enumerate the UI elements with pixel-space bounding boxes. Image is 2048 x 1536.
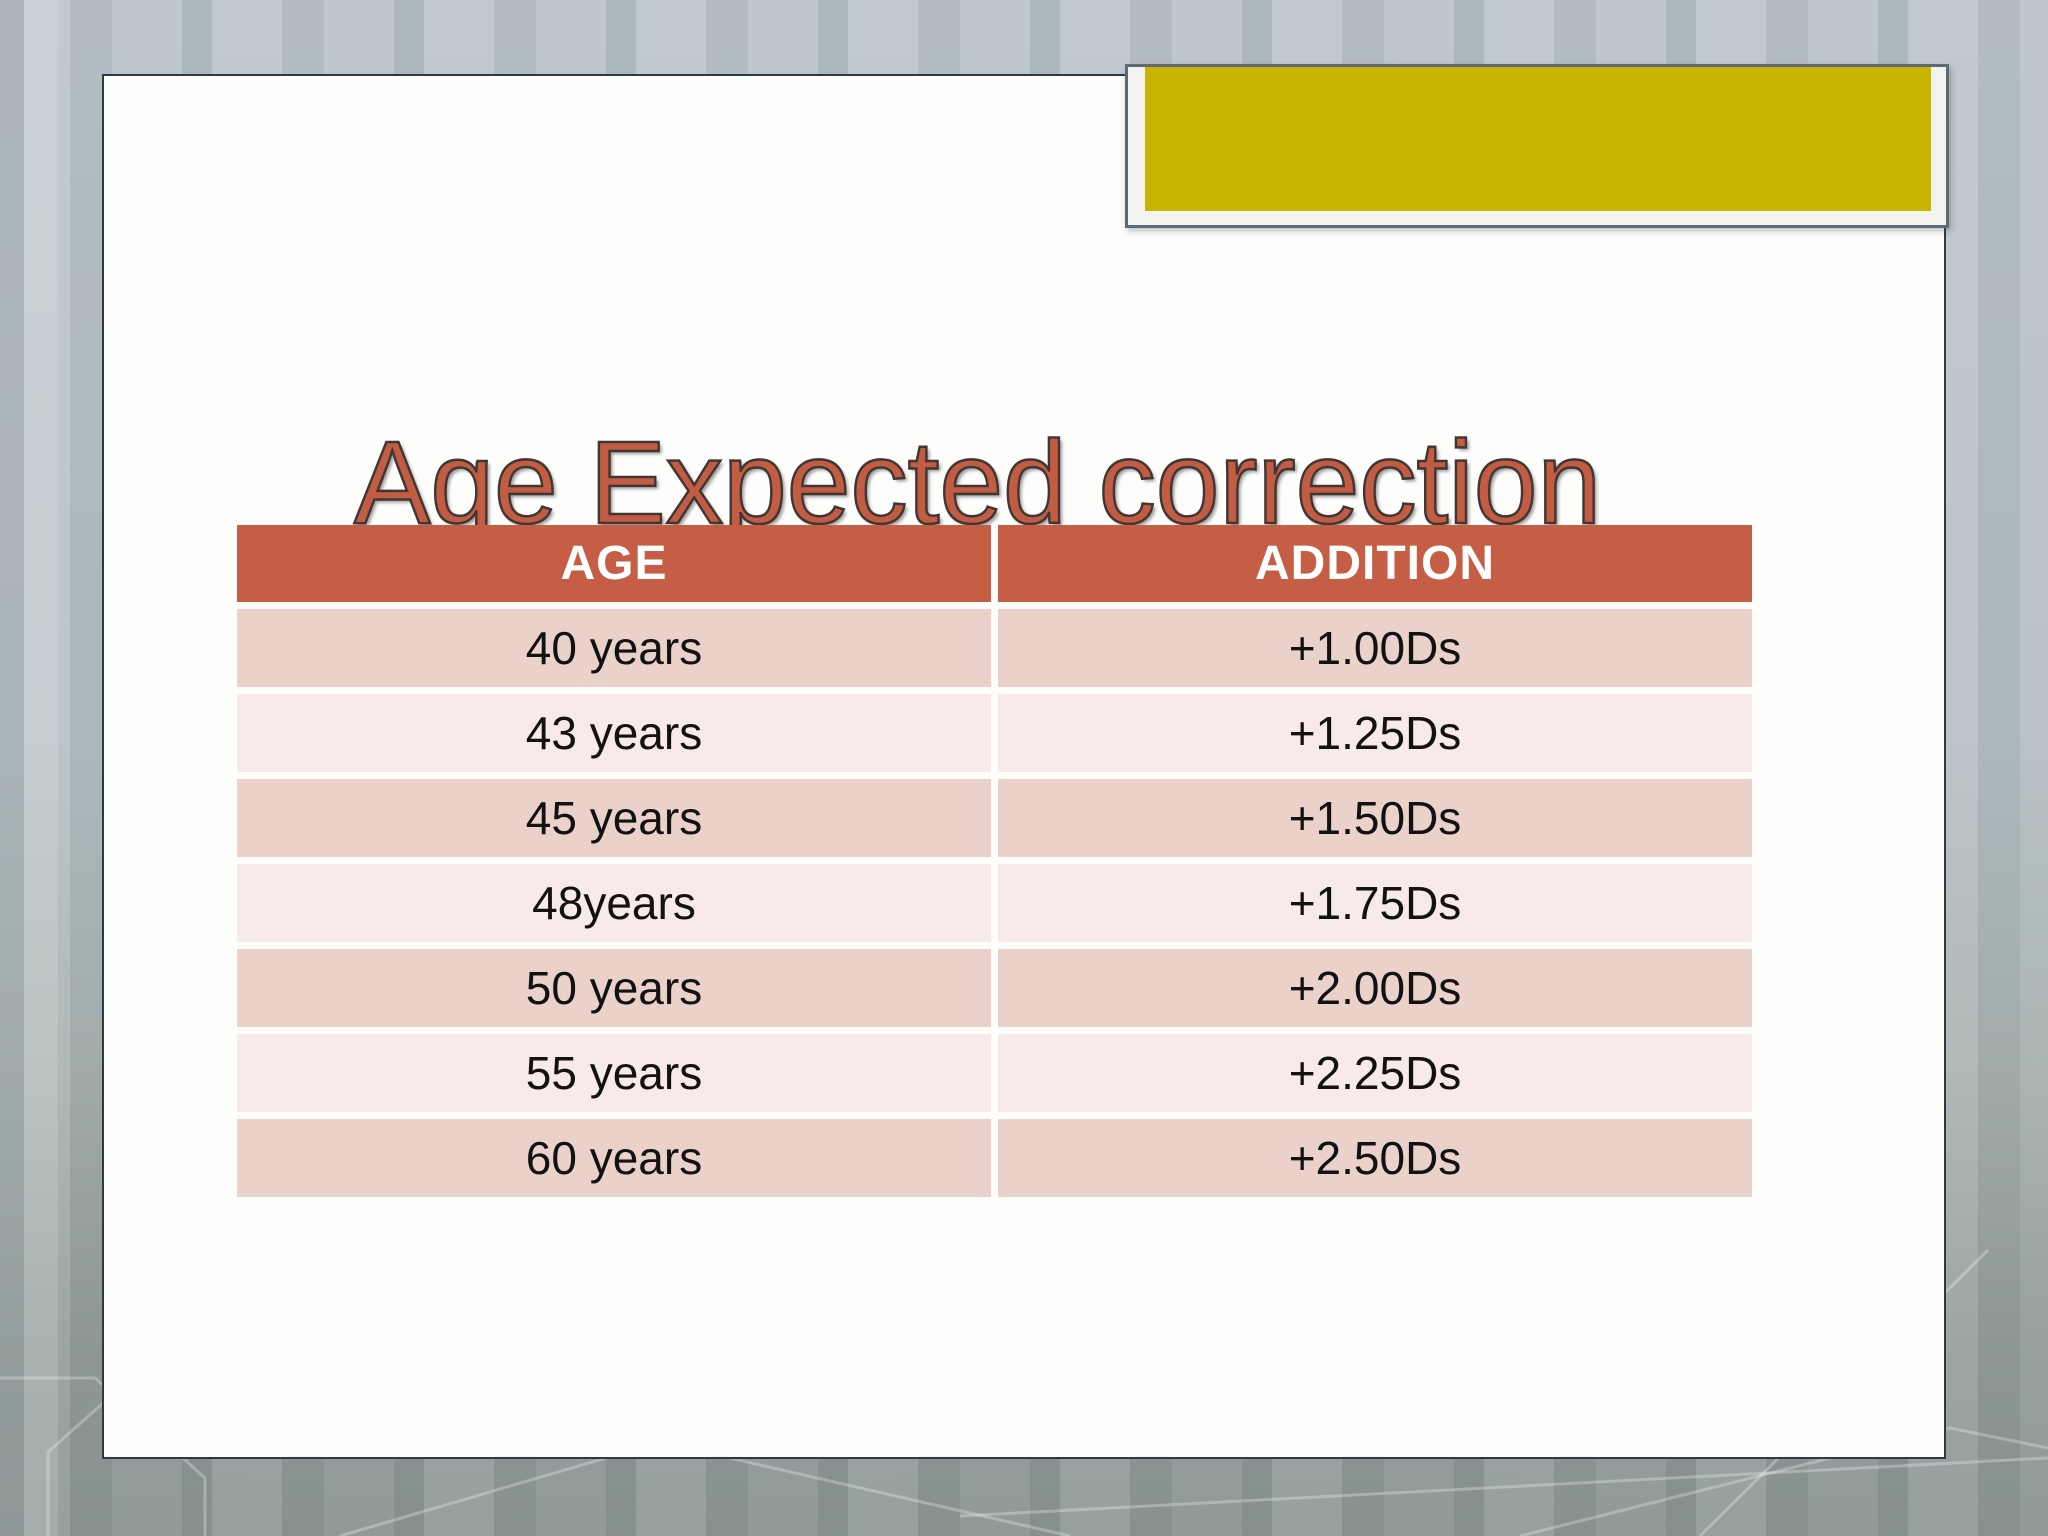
accent-bar bbox=[1145, 67, 1931, 211]
table-cell-addition: +1.50Ds bbox=[998, 779, 1752, 857]
table-cell-addition: +1.00Ds bbox=[998, 609, 1752, 687]
page-title: Age Expected correction bbox=[353, 417, 1602, 549]
table-cell-addition: +2.00Ds bbox=[998, 949, 1752, 1027]
age-correction-table: AGE ADDITION 40 years +1.00Ds 43 years +… bbox=[237, 525, 1752, 1197]
table-header-age: AGE bbox=[237, 525, 991, 602]
accent-frame bbox=[1125, 64, 1949, 228]
table-cell-age: 50 years bbox=[237, 949, 991, 1027]
table-cell-age: 43 years bbox=[237, 694, 991, 772]
table-cell-addition: +1.25Ds bbox=[998, 694, 1752, 772]
table-cell-addition: +1.75Ds bbox=[998, 864, 1752, 942]
table-cell-age: 60 years bbox=[237, 1119, 991, 1197]
table-cell-age: 48years bbox=[237, 864, 991, 942]
slide: Age Expected correction AGE ADDITION 40 … bbox=[102, 64, 1949, 1459]
table-cell-addition: +2.50Ds bbox=[998, 1119, 1752, 1197]
table-cell-age: 40 years bbox=[237, 609, 991, 687]
table-cell-age: 55 years bbox=[237, 1034, 991, 1112]
table-cell-addition: +2.25Ds bbox=[998, 1034, 1752, 1112]
table-cell-age: 45 years bbox=[237, 779, 991, 857]
table-header-addition: ADDITION bbox=[998, 525, 1752, 602]
